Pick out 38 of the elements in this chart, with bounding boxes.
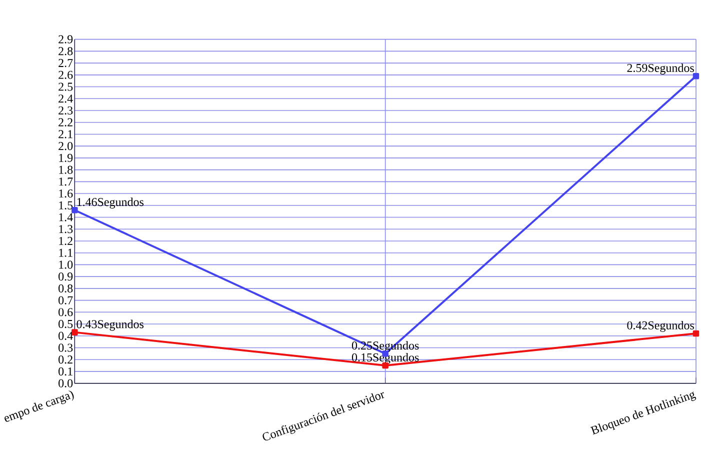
y-tick-label: 1.8 <box>59 166 73 174</box>
y-tick-label: 2.9 <box>58 35 73 44</box>
point <box>692 72 700 80</box>
y-tick-label: 0.9 <box>58 272 73 281</box>
y-tick-label: 0.6 <box>58 308 73 316</box>
data-label: 0.15Segundos <box>352 353 419 364</box>
x-tick-label: empo de carga) <box>4 390 74 422</box>
y-tick-label: 1.2 <box>59 236 72 246</box>
data-label: 1.46Segundos <box>77 198 144 209</box>
y-tick-label: 2.5 <box>58 82 73 91</box>
y-tick-label: 0.2 <box>58 356 72 364</box>
y-tick-label: 2.3 <box>58 106 73 115</box>
y-tick-label: 0.8 <box>58 284 73 292</box>
y-tick-label: 2.0 <box>58 142 73 150</box>
y-tick-label: 1.7 <box>59 178 73 186</box>
data-label: 0.43Segundos <box>76 320 144 331</box>
y-tick-label: 2.1 <box>58 130 72 138</box>
y-tick-label: 0.0 <box>58 379 73 388</box>
y-tick-label: 2.8 <box>58 47 73 56</box>
y-tick-label: 2.4 <box>58 94 73 103</box>
y-tick-label: 0.1 <box>58 367 72 376</box>
y-tick-label: 0.7 <box>58 296 73 304</box>
data-label: 0.42Segundos <box>627 320 694 332</box>
y-tick-label: 1.4 <box>59 213 73 222</box>
y-tick-label: 2.6 <box>58 70 73 79</box>
y-tick-label: 1.6 <box>59 189 73 198</box>
y-tick-label: 2.2 <box>58 118 72 126</box>
y-tick-label: 1.0 <box>59 260 73 269</box>
y-tick-label: 0.3 <box>58 344 73 352</box>
y-tick-label: 0.5 <box>58 320 73 328</box>
y-tick-label: 1.9 <box>59 154 73 162</box>
y-tick-label: 0.4 <box>58 332 73 340</box>
point <box>692 330 700 337</box>
y-tick-label: 1.5 <box>59 201 73 210</box>
y-tick-label: 1.3 <box>59 225 73 234</box>
y-tick-label: 1.1 <box>59 248 72 257</box>
y-tick-label: 2.7 <box>58 58 73 68</box>
data-label: 2.59Segundos <box>627 64 694 75</box>
